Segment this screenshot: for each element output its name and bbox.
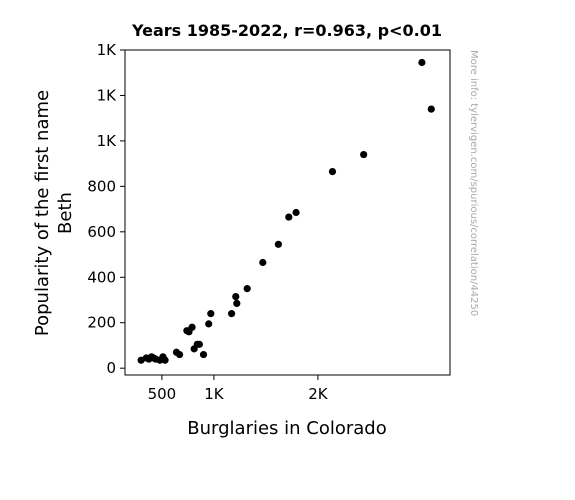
data-point	[328, 167, 337, 176]
data-point	[199, 350, 208, 359]
data-point	[285, 213, 293, 221]
x-tick-label: 500	[148, 385, 177, 403]
data-point	[176, 350, 184, 359]
y-tick-label: 200	[87, 314, 116, 332]
x-tick-label: 2K	[308, 385, 329, 403]
data-point	[292, 208, 300, 217]
data-point	[259, 258, 267, 267]
data-points	[137, 58, 435, 364]
data-point	[360, 150, 368, 159]
x-axis-label: Burglaries in Colorado	[187, 418, 386, 439]
y-tick-label: 0	[106, 359, 116, 377]
y-axis: 0 200 400 600 800 1K 1K 1K	[87, 41, 125, 377]
y-tick-label: 1K	[97, 41, 118, 59]
data-point	[418, 58, 426, 67]
data-point	[205, 320, 213, 328]
y-tick-label: 600	[87, 223, 116, 241]
data-point	[232, 292, 240, 301]
y-tick-label: 1K	[97, 132, 118, 150]
data-point	[195, 340, 203, 348]
y-axis-label-line-1: Popularity of the first name	[32, 90, 53, 336]
chart-title: Years 1985-2022, r=0.963, p<0.01	[131, 21, 442, 40]
x-tick-label: 1K	[204, 385, 225, 403]
data-point	[243, 285, 251, 293]
y-tick-label: 1K	[97, 86, 118, 104]
data-point	[188, 323, 196, 331]
data-point	[274, 240, 282, 248]
y-axis-label-line-2: Beth	[55, 192, 76, 234]
y-tick-label: 800	[87, 177, 116, 195]
data-point	[233, 299, 241, 308]
source-watermark: More info: tylervigen.com/spurious/corre…	[468, 50, 479, 316]
x-axis: 500 1K 2K	[148, 375, 329, 403]
y-tick-label: 400	[87, 268, 116, 286]
plot-area	[124, 49, 451, 376]
data-point	[228, 310, 236, 318]
data-point	[207, 310, 215, 318]
data-point	[161, 356, 169, 364]
data-point	[427, 105, 435, 113]
